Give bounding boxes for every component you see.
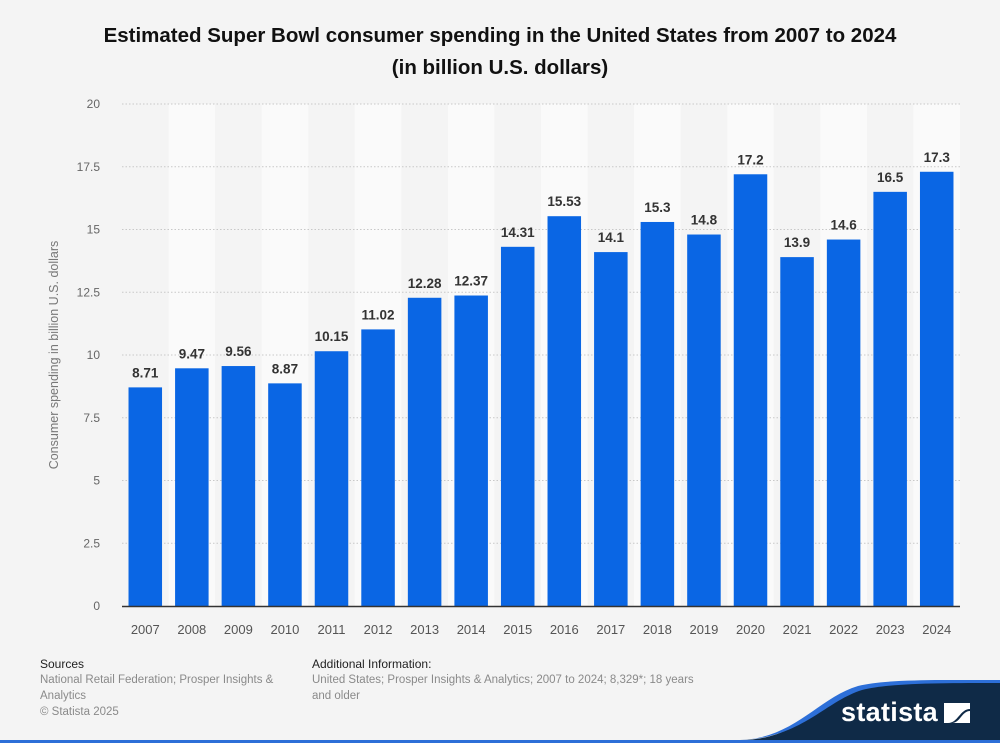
bar <box>826 239 861 607</box>
x-tick-label: 2018 <box>643 622 672 637</box>
x-tick-label: 2021 <box>783 622 812 637</box>
data-label: 12.37 <box>454 274 488 289</box>
y-tick-label: 12.5 <box>77 285 101 299</box>
x-tick-label: 2023 <box>876 622 905 637</box>
bar <box>268 383 302 606</box>
x-tick-label: 2013 <box>410 622 439 637</box>
data-label: 17.3 <box>924 150 951 165</box>
data-label: 11.02 <box>362 307 395 322</box>
sources-text-2[interactable]: Analytics <box>40 690 87 702</box>
info-heading: Additional Information: <box>312 657 432 671</box>
bar <box>547 216 582 606</box>
data-label: 9.47 <box>179 346 205 361</box>
x-tick-label: 2009 <box>224 622 253 637</box>
bar <box>594 252 628 606</box>
bar <box>128 387 163 606</box>
data-label: 16.5 <box>877 170 904 185</box>
x-tick-label: 2015 <box>503 622 532 637</box>
data-label: 17.2 <box>737 152 763 167</box>
x-tick-label: 2012 <box>364 622 393 637</box>
title-line-1: Estimated Super Bowl consumer spending i… <box>103 24 897 47</box>
bar <box>919 171 954 606</box>
y-tick-label: 17.5 <box>77 160 101 174</box>
statista-logo-text[interactable]: statista <box>841 697 938 727</box>
bar <box>733 174 768 606</box>
bar <box>640 221 675 606</box>
x-tick-label: 2008 <box>177 622 206 637</box>
data-label: 14.31 <box>501 225 535 240</box>
y-tick-label: 0 <box>93 599 100 613</box>
data-label: 8.87 <box>272 361 298 376</box>
data-label: 14.6 <box>830 218 857 233</box>
copyright: © Statista 2025 <box>40 706 119 718</box>
data-label: 9.56 <box>225 344 252 359</box>
x-tick-label: 2020 <box>736 622 765 637</box>
info-text-2: and older <box>312 690 360 702</box>
data-label: 12.28 <box>408 276 442 291</box>
x-tick-label: 2010 <box>270 622 299 637</box>
data-label: 15.53 <box>547 194 581 209</box>
title-line-2: (in billion U.S. dollars) <box>391 56 609 79</box>
y-tick-label: 15 <box>87 223 101 237</box>
x-tick-label: 2007 <box>131 622 160 637</box>
bar <box>873 191 907 606</box>
bar <box>454 295 488 606</box>
bar <box>687 234 721 606</box>
bar <box>361 329 395 606</box>
x-tick-label: 2019 <box>689 622 718 637</box>
info-text-1: United States; Prosper Insights & Analyt… <box>312 674 694 686</box>
bar <box>407 297 442 606</box>
bottom-accent-line <box>0 740 1000 743</box>
data-label: 13.9 <box>784 235 810 250</box>
x-tick-label: 2014 <box>457 622 486 637</box>
bar <box>780 257 814 606</box>
data-label: 10.15 <box>315 329 349 344</box>
sources-text-1[interactable]: National Retail Federation; Prosper Insi… <box>40 674 274 686</box>
data-label: 14.1 <box>598 230 625 245</box>
x-tick-label: 2022 <box>829 622 858 637</box>
y-tick-label: 10 <box>87 348 101 362</box>
y-axis-label: Consumer spending in billion U.S. dollar… <box>47 240 61 470</box>
bar <box>500 246 535 606</box>
chart-title: Estimated Super Bowl consumer spending i… <box>0 20 1000 84</box>
bar-chart: 0 2.5 5 7.5 10 12.5 15 17.5 20 8.71 9.47 9.56 8.87 1… <box>77 97 960 637</box>
y-tick-label: 20 <box>87 97 101 111</box>
x-tick-label: 2016 <box>550 622 579 637</box>
y-tick-label: 2.5 <box>83 536 100 550</box>
x-tick-label: 2024 <box>922 622 951 637</box>
y-tick-label: 5 <box>93 474 100 488</box>
statista-logo-icon <box>944 703 970 723</box>
y-tick-label: 7.5 <box>83 411 100 425</box>
data-label: 15.3 <box>644 200 671 215</box>
bar <box>314 351 349 606</box>
sources-block: Sources National Retail Federation; Pros… <box>40 656 273 720</box>
sources-heading: Sources <box>40 657 85 671</box>
additional-info-block: Additional Information: United States; P… <box>312 656 694 704</box>
data-label: 8.71 <box>132 365 159 380</box>
bar <box>175 368 209 606</box>
bar <box>221 366 256 606</box>
x-tick-label: 2011 <box>318 622 346 637</box>
x-tick-label: 2017 <box>596 622 625 637</box>
brand-banner <box>740 680 1000 740</box>
data-label: 14.8 <box>691 213 718 228</box>
